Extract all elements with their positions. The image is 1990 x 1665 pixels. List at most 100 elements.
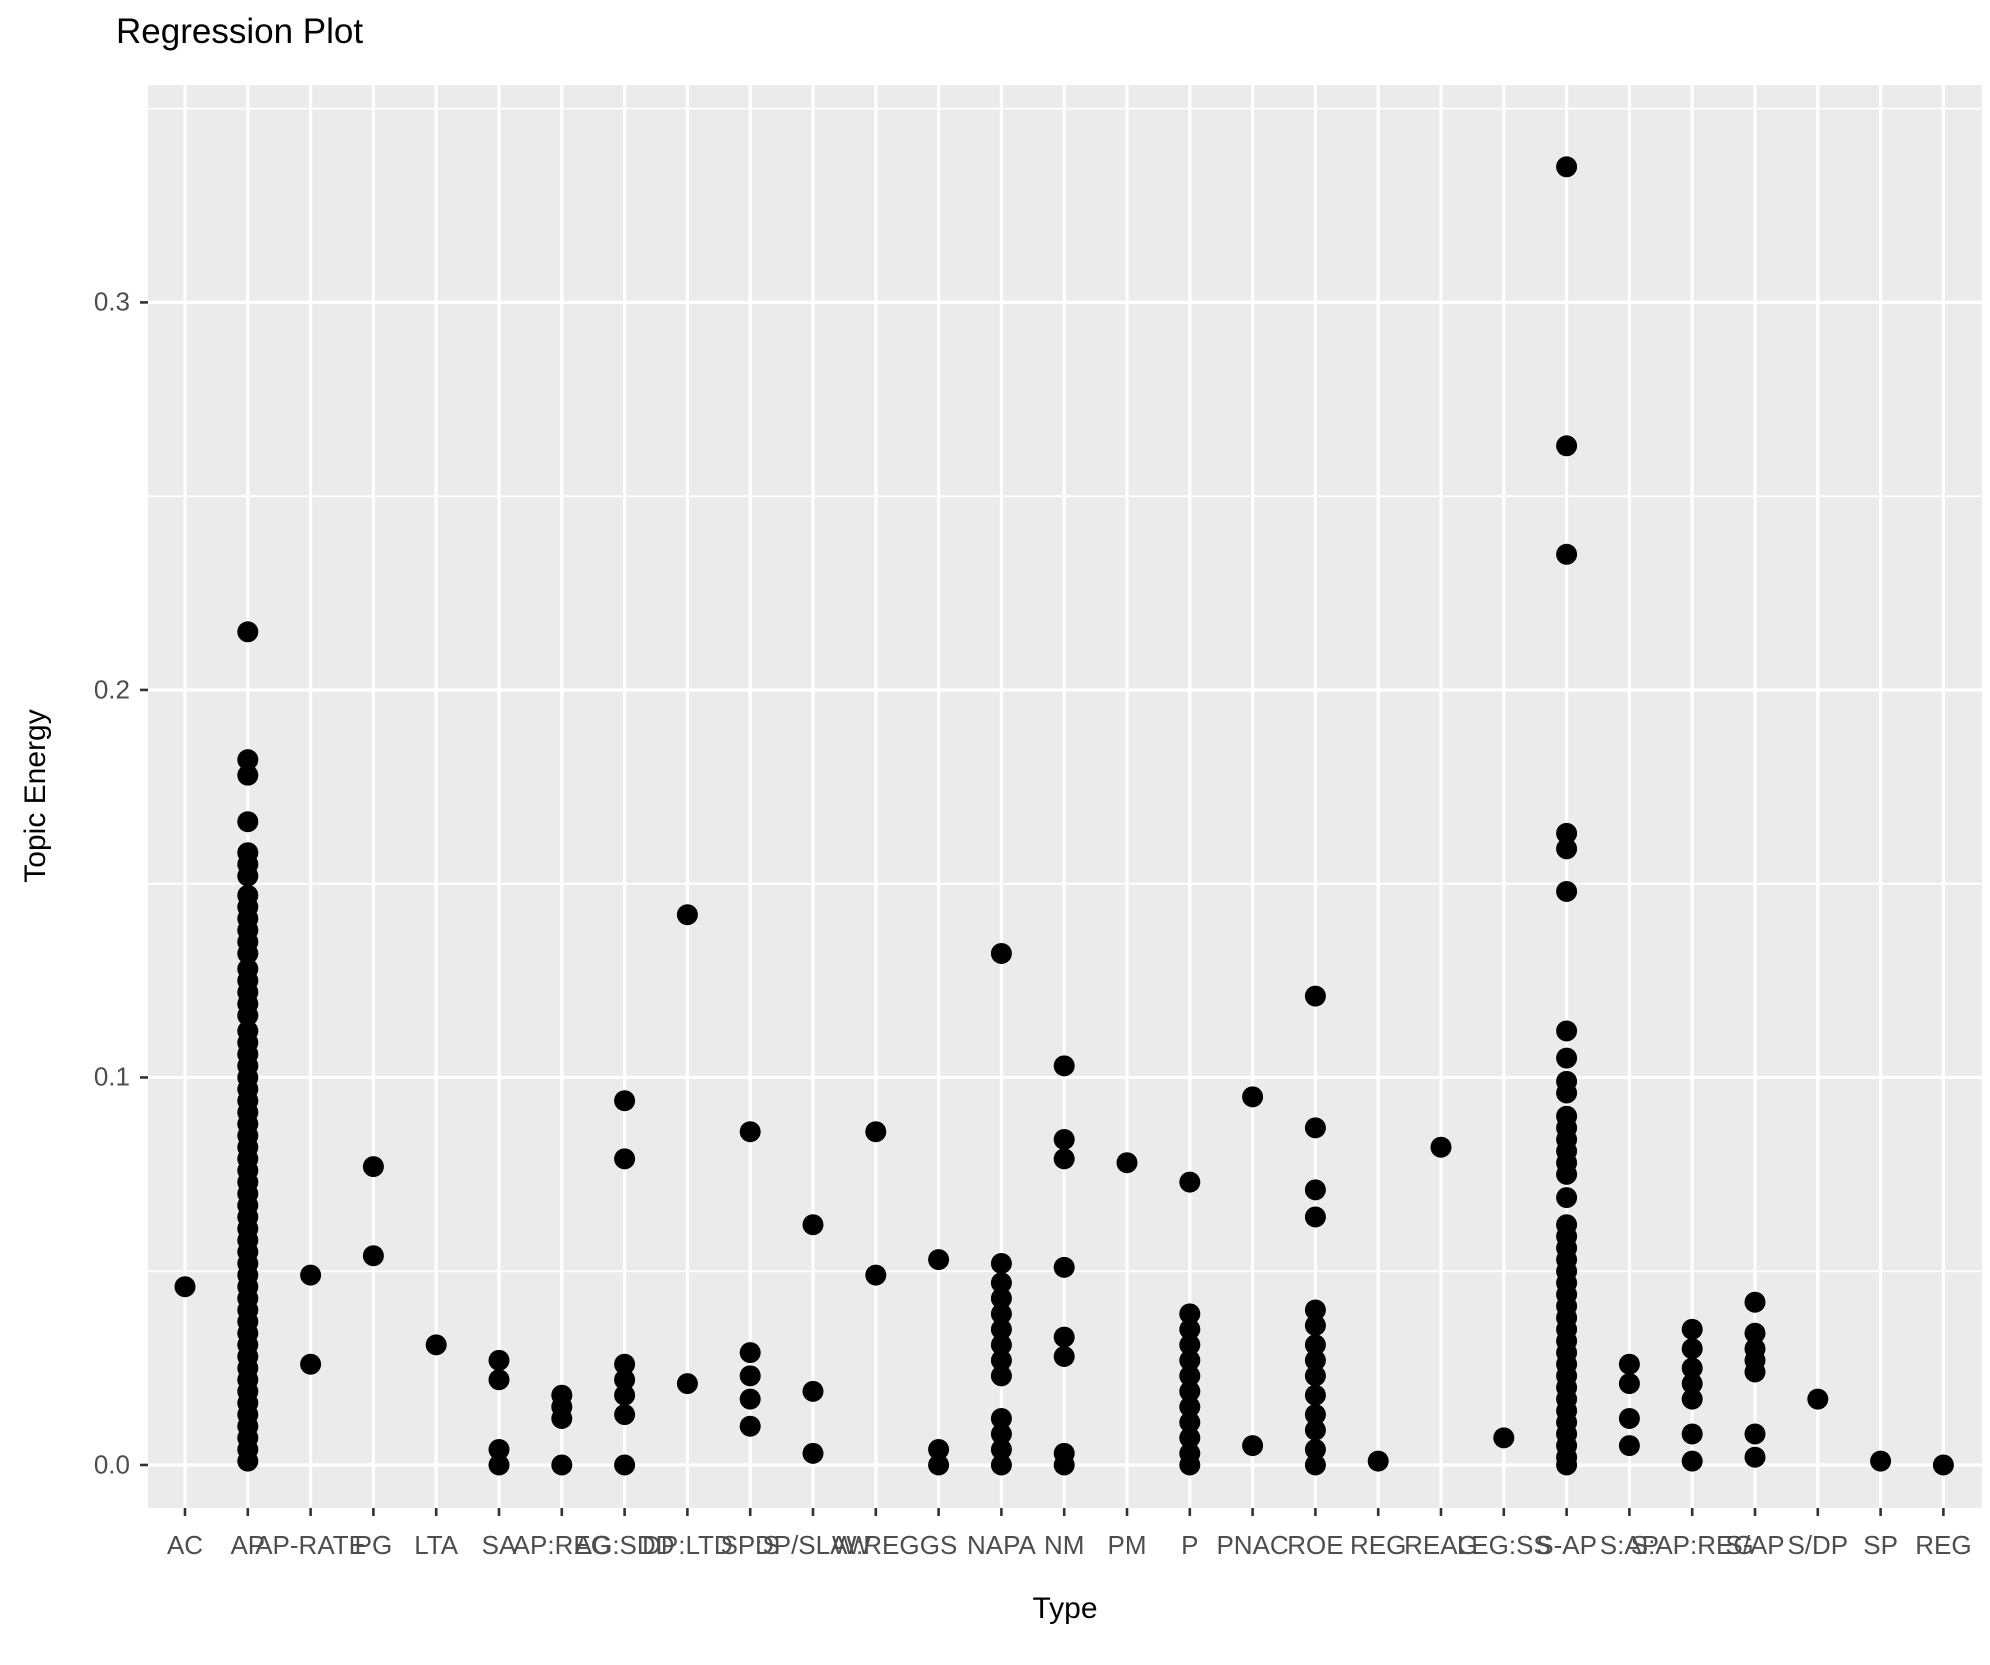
data-point xyxy=(990,1287,1012,1309)
data-point xyxy=(551,1407,573,1429)
x-tick-label: REG xyxy=(1915,1530,1972,1560)
x-tick-label: W:REG xyxy=(831,1530,920,1560)
data-point xyxy=(1367,1450,1389,1472)
x-tick-label: LEG:SS xyxy=(1456,1530,1551,1560)
data-point xyxy=(990,1334,1012,1356)
data-point xyxy=(1304,985,1326,1007)
x-tick-label: DP/SLAW xyxy=(754,1530,872,1560)
data-point xyxy=(1556,838,1578,860)
data-point xyxy=(990,1454,1012,1476)
x-tick-label: S/DP xyxy=(1787,1530,1849,1560)
x-tick-label: PG xyxy=(354,1530,393,1560)
data-point xyxy=(362,1156,384,1178)
data-point xyxy=(614,1369,636,1391)
data-point xyxy=(1179,1380,1201,1402)
data-point xyxy=(174,1276,196,1298)
data-point xyxy=(614,1353,636,1375)
data-point xyxy=(614,1404,636,1426)
x-tick-label: AC xyxy=(166,1530,204,1560)
data-point xyxy=(1744,1291,1766,1313)
data-point xyxy=(990,1407,1012,1429)
data-point xyxy=(1681,1388,1703,1410)
data-point xyxy=(1304,1438,1326,1460)
data-point xyxy=(1556,1187,1578,1209)
data-point xyxy=(1304,1349,1326,1371)
data-point xyxy=(1556,880,1578,902)
data-point xyxy=(1744,1322,1766,1344)
data-point xyxy=(1053,1256,1075,1278)
data-point xyxy=(928,1438,950,1460)
data-point xyxy=(1618,1353,1640,1375)
data-point xyxy=(1618,1373,1640,1395)
data-point xyxy=(1304,1384,1326,1406)
x-tick-label: NAPA xyxy=(966,1530,1036,1560)
data-point xyxy=(990,1303,1012,1325)
x-tick-label: LTA xyxy=(414,1530,459,1560)
data-point xyxy=(802,1214,824,1236)
x-tick-label: GS xyxy=(919,1530,958,1560)
data-point xyxy=(1618,1435,1640,1457)
data-point xyxy=(990,1438,1012,1460)
data-point xyxy=(1744,1361,1766,1383)
data-point xyxy=(1179,1318,1201,1340)
y-tick-label: 0.3 xyxy=(93,286,130,317)
data-point xyxy=(1179,1411,1201,1433)
x-tick-label: PNAC xyxy=(1216,1530,1289,1560)
data-point xyxy=(1304,1334,1326,1356)
data-point xyxy=(1053,1326,1075,1348)
data-point xyxy=(488,1349,510,1371)
data-point xyxy=(1556,1082,1578,1104)
data-point xyxy=(1556,543,1578,565)
data-point xyxy=(1556,822,1578,844)
data-point xyxy=(488,1369,510,1391)
data-point xyxy=(1053,1148,1075,1170)
data-point xyxy=(1304,1299,1326,1321)
x-tick-label: REG xyxy=(1350,1530,1407,1560)
data-point xyxy=(739,1342,761,1364)
data-point xyxy=(237,942,259,964)
data-point xyxy=(237,811,259,833)
data-point xyxy=(614,1384,636,1406)
data-point xyxy=(1179,1396,1201,1418)
data-point xyxy=(1179,1171,1201,1193)
x-tick-label: S-AP xyxy=(1536,1530,1597,1560)
data-point xyxy=(1304,1454,1326,1476)
x-tick-label: AP:REG xyxy=(512,1530,611,1560)
data-point xyxy=(425,1334,447,1356)
data-point xyxy=(1556,156,1578,178)
x-tick-label: AP-RATE xyxy=(255,1530,366,1560)
data-point xyxy=(990,942,1012,964)
data-point xyxy=(1430,1136,1452,1158)
data-point xyxy=(1053,1345,1075,1367)
data-point xyxy=(1932,1454,1954,1476)
x-tick-label: SA xyxy=(481,1530,517,1560)
data-point xyxy=(614,1454,636,1476)
data-point xyxy=(1053,1128,1075,1150)
data-point xyxy=(1053,1055,1075,1077)
data-point xyxy=(1681,1373,1703,1395)
data-point xyxy=(990,1318,1012,1340)
data-point xyxy=(237,1450,259,1472)
data-point xyxy=(1304,1179,1326,1201)
data-point xyxy=(1242,1435,1264,1457)
data-point xyxy=(1179,1454,1201,1476)
data-point xyxy=(300,1353,322,1375)
data-point xyxy=(990,1252,1012,1274)
data-point xyxy=(1556,1047,1578,1069)
y-axis-title: Topic Energy xyxy=(19,709,52,883)
data-point xyxy=(865,1264,887,1286)
data-point xyxy=(1556,1020,1578,1042)
data-point xyxy=(1870,1450,1892,1472)
data-point xyxy=(237,764,259,786)
data-point xyxy=(1304,1314,1326,1336)
data-point xyxy=(1556,435,1578,457)
data-point xyxy=(739,1415,761,1437)
data-point xyxy=(676,904,698,926)
x-tick-label: SP xyxy=(1863,1530,1898,1560)
x-axis-title: Type xyxy=(1032,1592,1098,1625)
x-tick-label: NM xyxy=(1043,1530,1085,1560)
data-point xyxy=(488,1454,510,1476)
x-tick-label: PM xyxy=(1107,1530,1147,1560)
